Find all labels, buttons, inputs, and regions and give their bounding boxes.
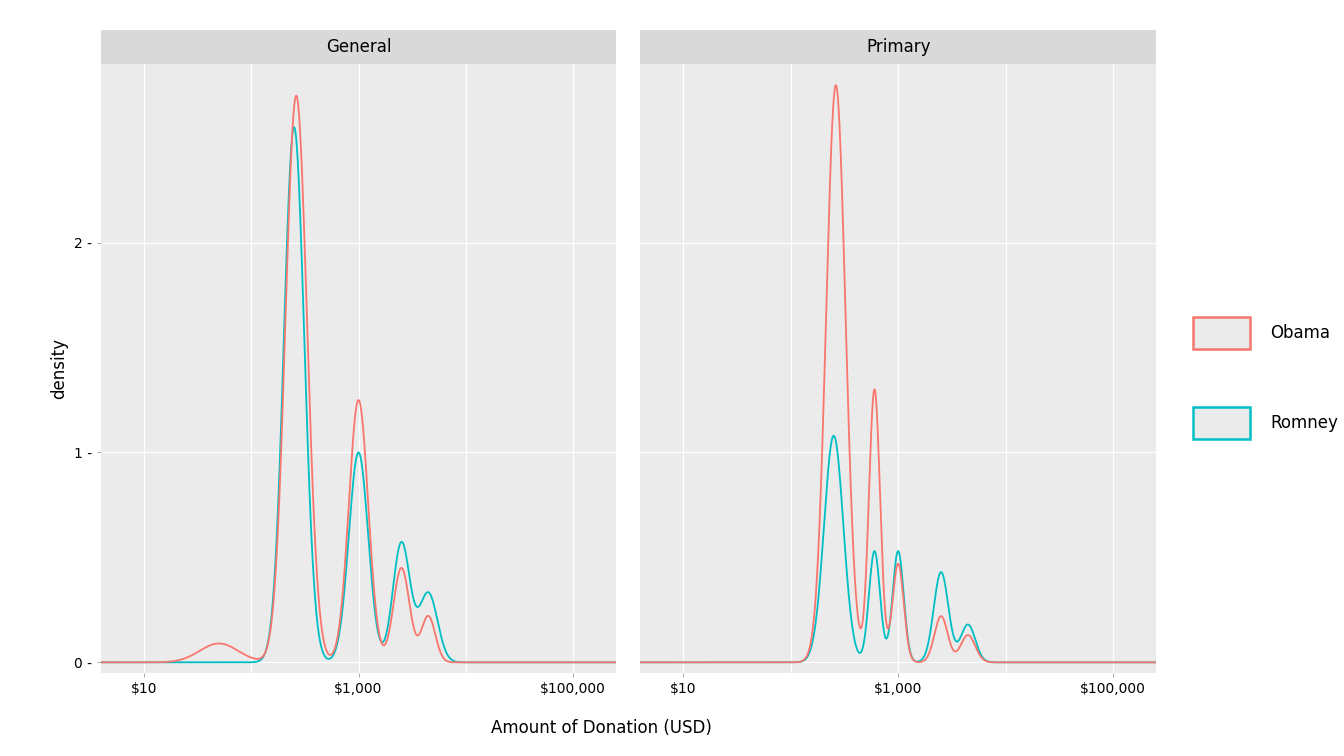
Text: Amount of Donation (USD): Amount of Donation (USD) [491,719,712,737]
Y-axis label: density: density [50,338,69,399]
Text: Obama: Obama [1270,324,1331,342]
Text: Romney: Romney [1270,414,1339,432]
Text: Primary: Primary [866,39,930,56]
Text: General: General [325,39,391,56]
